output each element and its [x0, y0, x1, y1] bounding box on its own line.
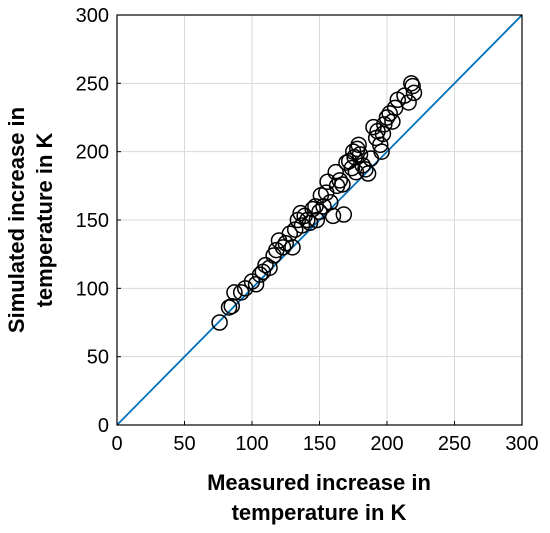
y-tick-label: 200: [76, 142, 109, 164]
data-point: [373, 143, 390, 160]
y-tick-label: 50: [87, 347, 109, 369]
data-point: [299, 211, 316, 229]
y-tick-label: 0: [98, 415, 109, 437]
data-point: [220, 299, 238, 316]
data-point: [335, 206, 353, 223]
x-tick-label: 300: [505, 433, 538, 455]
data-point: [284, 239, 301, 256]
data-point: [301, 214, 319, 231]
y-axis-title-line-1: Simulated increase in: [4, 107, 29, 333]
x-tick-label: 250: [438, 433, 471, 455]
data-point: [247, 275, 265, 293]
y-tick-label: 100: [76, 278, 109, 300]
data-point: [384, 113, 401, 130]
x-tick-label: 100: [235, 433, 268, 455]
data-point: [376, 116, 393, 133]
x-axis-title-line-1: Measured increase in: [207, 470, 431, 495]
data-point: [257, 256, 274, 274]
data-point: [378, 109, 396, 126]
data-point: [351, 146, 369, 163]
data-points: [211, 75, 423, 331]
data-point: [211, 314, 228, 331]
data-point: [403, 75, 420, 92]
data-point: [307, 198, 324, 215]
x-tick-label: 0: [111, 433, 122, 455]
data-point: [343, 159, 361, 177]
plot-frame: [116, 14, 523, 426]
y-tick-label: 300: [76, 5, 109, 27]
y-tick-label: 150: [76, 210, 109, 232]
x-tick-label: 200: [370, 433, 403, 455]
data-point: [334, 176, 351, 193]
data-point: [405, 84, 423, 102]
data-point: [232, 284, 250, 301]
data-point: [223, 297, 240, 315]
data-point: [404, 77, 421, 95]
data-point: [327, 163, 344, 181]
data-point: [381, 105, 398, 122]
data-point: [357, 161, 374, 178]
data-point: [281, 225, 299, 242]
data-point: [324, 207, 342, 225]
y-axis-title-line-2: temperature in K: [32, 132, 57, 307]
data-point: [372, 136, 389, 154]
x-axis-title-line-2: temperature in K: [232, 500, 407, 525]
data-point: [293, 217, 311, 234]
y-tick-label: 250: [76, 73, 109, 95]
data-point: [322, 193, 339, 211]
x-tick-label: 50: [173, 433, 195, 455]
data-point: [331, 172, 348, 189]
data-point: [226, 284, 243, 301]
data-point: [274, 239, 292, 256]
data-point: [304, 200, 321, 218]
data-point: [400, 94, 417, 111]
x-tick-label: 150: [303, 433, 336, 455]
data-point: [350, 136, 367, 154]
data-point: [374, 125, 392, 143]
tick-labels: 0 50 100 150 200 250 300 0 50 100 150 200 250 300: [76, 5, 539, 455]
data-point: [261, 259, 278, 277]
data-point: [308, 211, 326, 229]
